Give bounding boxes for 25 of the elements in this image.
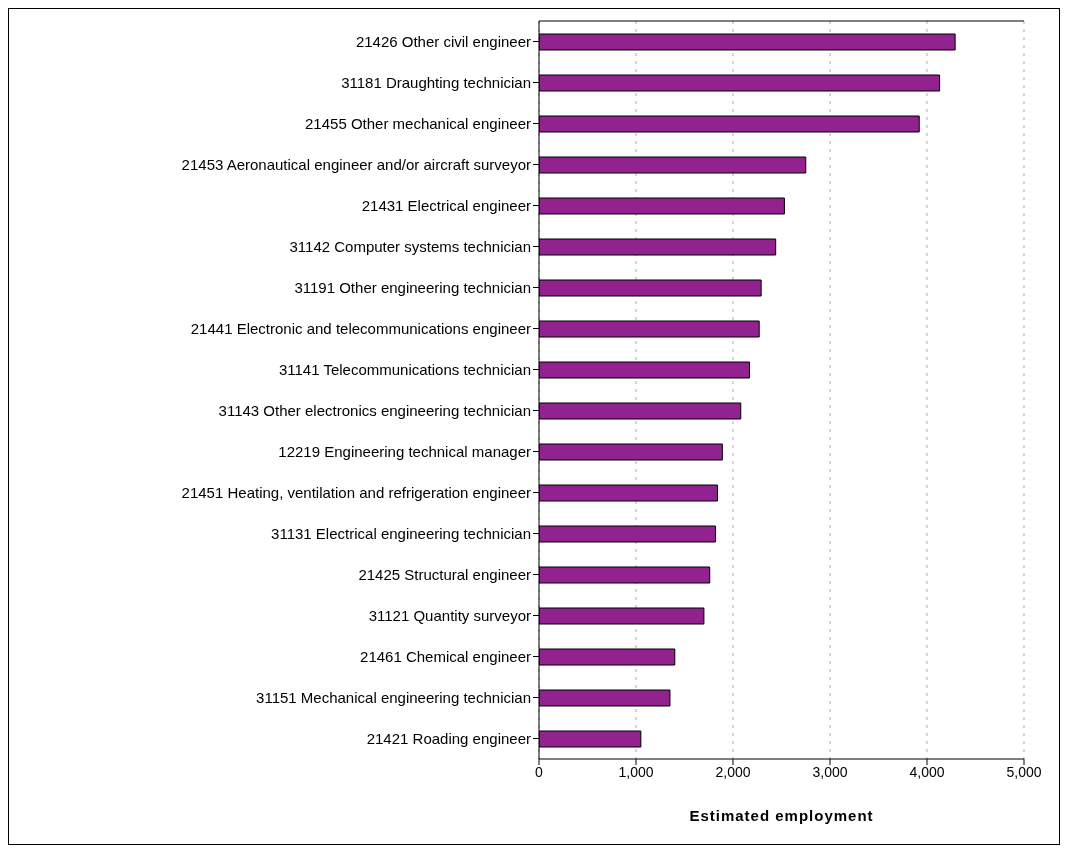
x-tick-label: 0 — [535, 763, 544, 780]
y-tick-label: 31143 Other electronics engineering technician — [218, 401, 531, 419]
x-tick-label: 3,000 — [812, 763, 848, 780]
y-tick-label: 31191 Other engineering technician — [294, 278, 531, 296]
y-tick-label: 21425 Structural engineer — [358, 565, 531, 583]
y-tick-label: 21426 Other civil engineer — [355, 32, 531, 50]
x-tick-label: 4,000 — [909, 763, 945, 780]
y-tick-label: 21421 Roading engineer — [366, 729, 531, 747]
x-tick-label: 1,000 — [618, 763, 654, 780]
y-tick-label: 12219 Engineering technical manager — [278, 442, 531, 460]
y-tick-label: 21453 Aeronautical engineer and/or aircraft surveyor — [181, 155, 531, 173]
y-tick-label: 31142 Computer systems technician — [289, 237, 531, 255]
y-tick-label: 31141 Telecommunications technician — [278, 360, 531, 378]
x-axis-title: Estimated employment — [689, 807, 874, 824]
x-tick-label: 2,000 — [715, 763, 751, 780]
y-tick-label: 21431 Electrical engineer — [361, 196, 531, 214]
x-tick-label: 5,000 — [1006, 763, 1042, 780]
y-tick-label: 21455 Other mechanical engineer — [305, 114, 531, 132]
y-tick-label: 21451 Heating, ventilation and refrigeration engineer — [181, 483, 531, 501]
y-tick-label: 21461 Chemical engineer — [360, 647, 531, 665]
y-tick-label: 31151 Mechanical engineering technician — [256, 688, 531, 706]
y-tick-label: 31131 Electrical engineering technician — [271, 524, 531, 542]
y-tick-label: 31121 Quantity surveyor — [368, 606, 531, 624]
y-tick-label: 31181 Draughting technician — [341, 73, 531, 91]
y-tick-label: 21441 Electronic and telecommunications engineer — [190, 319, 531, 337]
